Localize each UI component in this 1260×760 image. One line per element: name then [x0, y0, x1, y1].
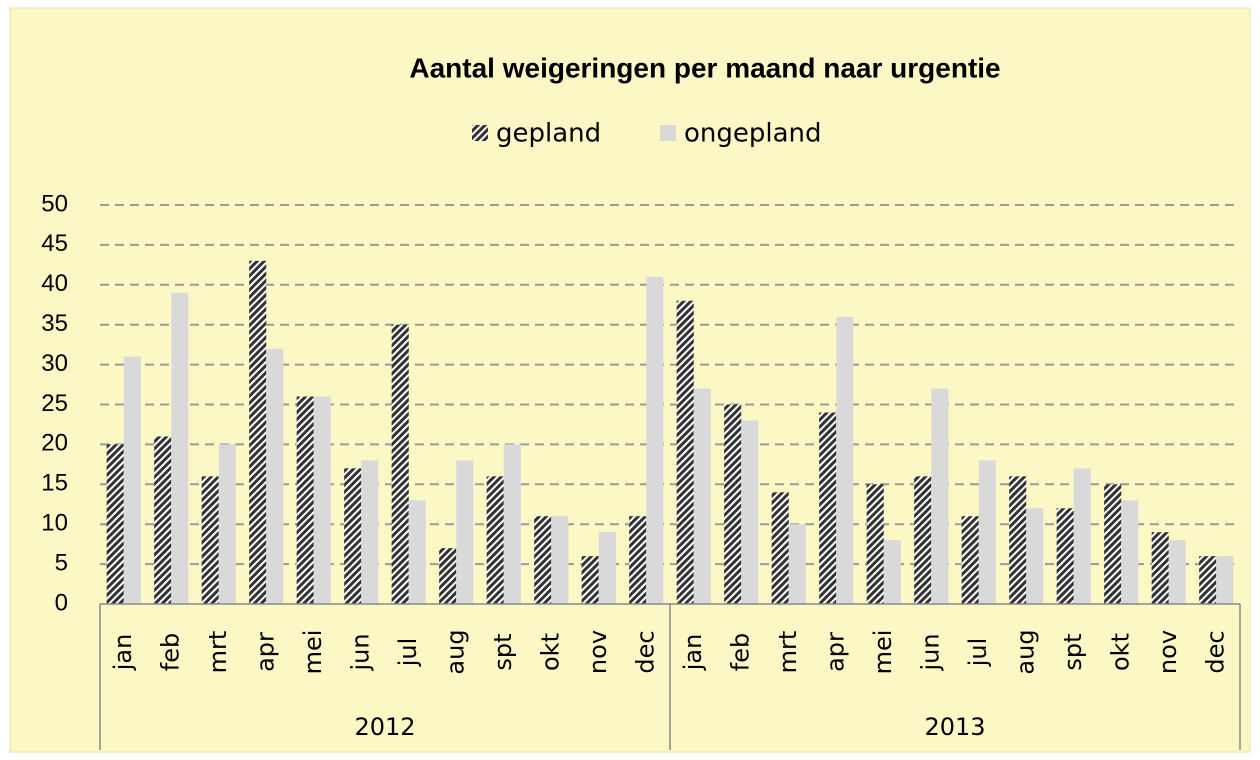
group-label: 2013: [924, 713, 985, 741]
bar: [503, 444, 521, 604]
chart-title: Aantal weigeringen per maand naar urgent…: [409, 52, 1000, 83]
y-tick-label: 10: [41, 510, 68, 537]
x-tick-label: mrt: [204, 631, 232, 674]
y-tick-label: 25: [41, 390, 68, 417]
bar: [581, 556, 599, 604]
bar: [1199, 556, 1217, 604]
x-tick-label: jan: [109, 634, 137, 672]
bar: [249, 260, 267, 604]
x-tick-label: aug: [1011, 629, 1039, 674]
x-tick-label: jun: [346, 633, 374, 671]
bar: [1104, 484, 1122, 604]
y-tick-label: 45: [41, 230, 68, 257]
bar: [693, 388, 711, 604]
bar: [1168, 540, 1186, 604]
x-tick-label: jun: [916, 633, 944, 671]
bar: [1056, 508, 1074, 604]
x-tick-label: dec: [1201, 630, 1229, 673]
bar: [154, 436, 172, 604]
bar: [1121, 500, 1139, 604]
bar: [788, 524, 806, 604]
bar: [914, 476, 932, 604]
bar: [883, 540, 901, 604]
bar: [819, 412, 837, 604]
legend-swatch: [660, 125, 676, 141]
x-tick-label: feb: [156, 633, 184, 671]
bar: [836, 316, 854, 604]
x-tick-label: jul: [964, 638, 992, 668]
y-tick-label: 20: [41, 430, 68, 457]
chart-background: [9, 7, 1251, 753]
legend-label: gepland: [496, 119, 601, 149]
bar: [391, 324, 409, 604]
bar: [408, 500, 426, 604]
y-tick-label: 40: [41, 270, 68, 297]
bar: [123, 356, 141, 604]
x-tick-label: jul: [394, 638, 422, 668]
x-tick-label: spt: [489, 633, 517, 670]
bar: [106, 444, 124, 604]
bar: [1216, 556, 1234, 604]
x-tick-label: aug: [441, 629, 469, 674]
bar: [1151, 532, 1169, 604]
y-tick-label: 35: [41, 310, 68, 337]
bar: [724, 404, 742, 604]
bar: [1009, 476, 1027, 604]
bar: [361, 460, 379, 604]
y-tick-label: 50: [41, 190, 68, 217]
x-tick-label: okt: [536, 633, 564, 671]
x-tick-label: spt: [1059, 633, 1087, 670]
bar: [344, 468, 362, 604]
y-tick-label: 5: [55, 549, 68, 576]
bar: [866, 484, 884, 604]
bar: [439, 548, 457, 604]
bar: [931, 388, 949, 604]
x-tick-label: mei: [299, 630, 327, 675]
x-tick-label: feb: [726, 633, 754, 671]
legend-swatch: [472, 125, 488, 141]
bar: [534, 516, 552, 604]
x-tick-label: apr: [251, 632, 279, 672]
x-tick-label: jan: [679, 634, 707, 672]
bar: [1073, 468, 1091, 604]
bar: [598, 532, 616, 604]
x-tick-label: okt: [1106, 633, 1134, 671]
bar: [218, 444, 236, 604]
bar: [171, 292, 189, 604]
x-tick-label: mei: [869, 630, 897, 675]
bar: [551, 516, 569, 604]
y-tick-label: 30: [41, 350, 68, 377]
bar: [741, 420, 759, 604]
bar: [629, 516, 647, 604]
bar: [1026, 508, 1044, 604]
bar: [978, 460, 996, 604]
bar: [961, 516, 979, 604]
bar: [201, 476, 219, 604]
bar: [771, 492, 789, 604]
bar: [456, 460, 474, 604]
bar: [646, 276, 664, 604]
x-tick-label: dec: [631, 630, 659, 673]
bar: [266, 348, 284, 604]
bar: [296, 396, 314, 604]
bar: [676, 300, 694, 604]
bar: [486, 476, 504, 604]
x-tick-label: nov: [1154, 630, 1182, 674]
x-tick-label: apr: [821, 632, 849, 672]
y-tick-label: 0: [55, 589, 68, 616]
y-tick-label: 15: [41, 470, 68, 497]
group-label: 2012: [354, 713, 415, 741]
legend-label: ongepland: [684, 119, 822, 149]
bar: [313, 396, 331, 604]
x-tick-label: nov: [584, 630, 612, 674]
x-tick-label: mrt: [774, 631, 802, 674]
